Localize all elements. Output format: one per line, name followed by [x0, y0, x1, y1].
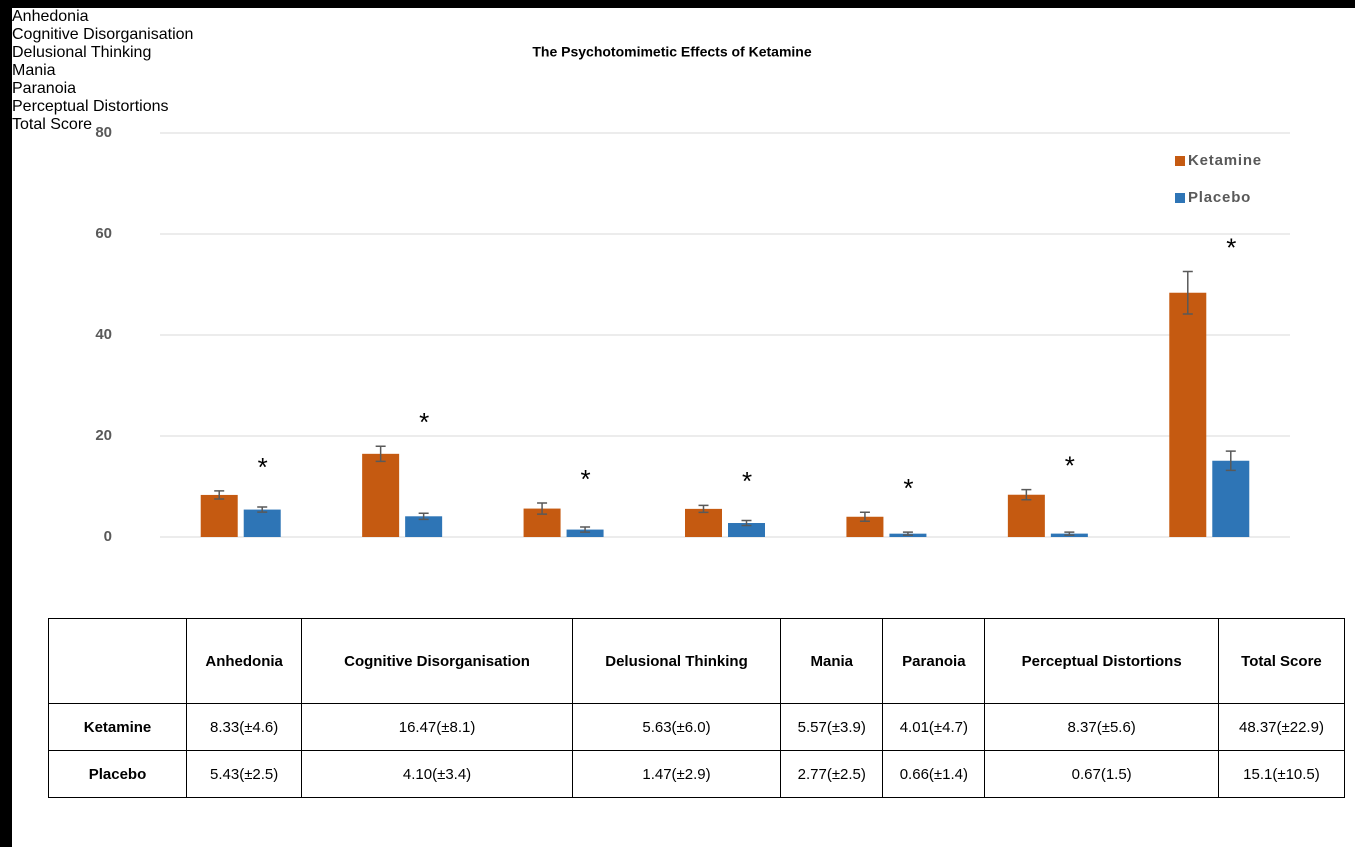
- column-header: Total Score: [1217, 618, 1346, 704]
- bar: [728, 523, 765, 537]
- chart-title: The Psychotomimetic Effects of Ketamine: [532, 44, 812, 60]
- x-tick-label: Paranoia: [12, 80, 77, 97]
- x-tick-label: Delusional Thinking: [12, 44, 152, 61]
- legend-swatch: [1175, 193, 1185, 203]
- data-table: Anhedonia Cognitive Disorganisation Delusi…: [48, 618, 1346, 798]
- error-bar: [375, 445, 386, 463]
- legend-swatch: [1175, 156, 1185, 166]
- significance-marker: *: [903, 473, 913, 503]
- column-header: Perceptual Distortions: [984, 618, 1219, 704]
- bar: [566, 529, 604, 537]
- header-row: Anhedonia Cognitive Disorganisation Delusi…: [48, 618, 1346, 704]
- legend-label: Ketamine: [1188, 152, 1262, 169]
- y-tick-label: 0: [104, 528, 112, 545]
- y-tick-label: 20: [95, 427, 112, 444]
- error-bar: [1182, 270, 1193, 315]
- y-tick-label: 80: [95, 124, 112, 141]
- bar: [362, 453, 400, 537]
- column-header: Delusional Thinking: [571, 618, 782, 704]
- table-cell: 8.33(±4.6): [185, 703, 303, 751]
- row-header: Ketamine: [48, 703, 187, 751]
- column-header: Paranoia: [882, 618, 986, 704]
- significance-marker: *: [1226, 232, 1236, 262]
- bar: [1169, 292, 1207, 537]
- error-bar: [214, 490, 225, 500]
- corner-cell: [48, 618, 187, 704]
- bar: [685, 508, 722, 537]
- significance-marker: *: [742, 466, 752, 496]
- significance-marker: *: [1065, 451, 1075, 481]
- y-tick-label: 40: [95, 326, 112, 343]
- bar: [1212, 460, 1250, 537]
- table-cell: 5.57(±3.9): [780, 703, 884, 751]
- significance-marker: *: [419, 407, 429, 437]
- table-cell: 2.77(±2.5): [780, 750, 884, 798]
- table-cell: 5.43(±2.5): [185, 750, 303, 798]
- chart: The Psychotomimetic Effects of Ketamine …: [95, 44, 1290, 545]
- error-bar: [537, 502, 548, 515]
- table-cell: 15.1(±10.5): [1217, 750, 1346, 798]
- table-cell: 4.10(±3.4): [301, 750, 573, 798]
- table-cell: 0.66(±1.4): [882, 750, 986, 798]
- error-bar: [859, 511, 870, 523]
- error-bar: [1064, 531, 1075, 536]
- column-header: Anhedonia: [185, 618, 303, 704]
- table-cell: 48.37(±22.9): [1217, 703, 1346, 751]
- x-tick-label: Mania: [12, 62, 56, 79]
- error-bar: [1225, 450, 1236, 472]
- bar: [846, 516, 884, 537]
- error-bar: [1021, 488, 1032, 501]
- bar: [1007, 494, 1045, 537]
- significance-marker: *: [581, 464, 591, 494]
- legend-label: Placebo: [1188, 189, 1251, 206]
- table-body: Ketamine 8.33(±4.6) 16.47(±8.1) 5.63(±6.0) 5…: [48, 703, 1346, 798]
- row-header: Placebo: [48, 750, 187, 798]
- bar: [200, 494, 238, 537]
- table-cell: 16.47(±8.1): [301, 703, 573, 751]
- bar: [405, 516, 443, 537]
- x-tick-label: Total Score: [12, 116, 93, 133]
- table-cell: 5.63(±6.0): [571, 703, 782, 751]
- error-bar: [902, 531, 913, 536]
- significance-marker: *: [258, 452, 268, 482]
- error-bar: [580, 526, 591, 533]
- table-cell: 4.01(±4.7): [882, 703, 986, 751]
- table-cell: 8.37(±5.6): [984, 703, 1219, 751]
- table-row: Ketamine 8.33(±4.6) 16.47(±8.1) 5.63(±6.0) 5…: [48, 703, 1346, 751]
- x-tick-label: Perceptual Distortions: [12, 98, 169, 115]
- error-bar: [257, 506, 268, 513]
- column-header: Cognitive Disorganisation: [301, 618, 573, 704]
- table-cell: 1.47(±2.9): [571, 750, 782, 798]
- x-tick-label: Anhedonia: [12, 8, 89, 25]
- x-tick-label: Cognitive Disorganisation: [12, 26, 194, 43]
- table-row: Placebo 5.43(±2.5) 4.10(±3.4) 1.47(±2.9) 2.7…: [48, 750, 1346, 798]
- y-tick-label: 60: [95, 225, 112, 242]
- bar: [243, 509, 281, 537]
- error-bar: [741, 519, 752, 527]
- column-header: Mania: [780, 618, 884, 704]
- error-bar: [698, 504, 709, 514]
- error-bar: [418, 512, 429, 521]
- table-cell: 0.67(1.5): [984, 750, 1219, 798]
